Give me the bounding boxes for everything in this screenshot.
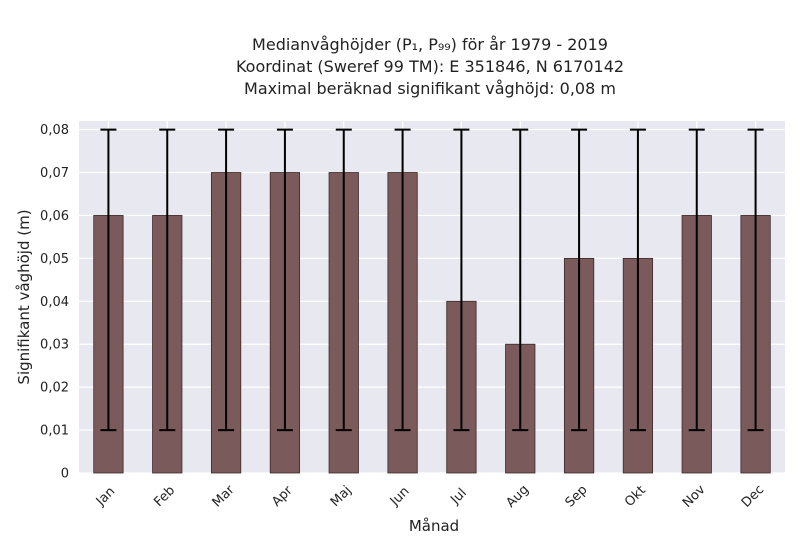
x-tick-label: Feb [151,483,178,510]
x-tick-label: Jan [93,484,118,509]
y-tick-label: 0,07 [40,166,69,181]
x-tick-label: Jun [387,484,413,510]
y-tick-label: 0,04 [40,295,69,310]
x-tick-label: Maj [328,483,355,510]
x-tick-label: Dec [739,482,767,510]
y-axis-title: Signifikant våghöjd (m) [15,209,33,384]
x-tick-label: Okt [622,483,649,510]
chart-title: Medianvåghöjder (P₁, P₉₉) för år 1979 - … [230,34,630,100]
x-tick-label: Jul [447,486,469,508]
y-tick-label: 0,02 [40,381,69,396]
x-tick-label: Mar [210,482,238,510]
y-tick-label: 0,06 [40,209,69,224]
plot-area [79,121,785,473]
y-tick-label: 0,08 [40,123,69,138]
x-tick-label: Apr [269,483,296,510]
y-tick-label: 0 [61,467,69,482]
chart-title-line-3: Maximal beräknad signifikant våghöjd: 0,… [244,79,616,98]
y-tick-label: 0,05 [40,252,69,267]
x-axis-title: Månad [409,517,459,535]
chart-title-line-2: Koordinat (Sweref 99 TM): E 351846, N 61… [235,57,625,76]
y-tick-label: 0,03 [40,338,69,353]
y-tick-label: 0,01 [40,424,69,439]
chart-title-line-1: Medianvåghöjder (P₁, P₉₉) för år 1979 - … [252,35,608,54]
x-tick-label: Aug [503,482,532,511]
x-tick-label: Nov [680,482,709,511]
x-tick-label: Sep [563,483,591,511]
